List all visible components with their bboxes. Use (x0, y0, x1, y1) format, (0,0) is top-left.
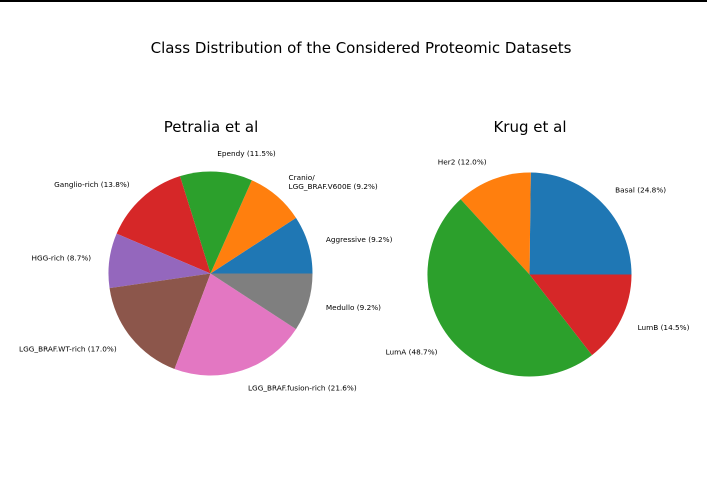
pie-label-hgg-rich: HGG-rich (8.7%) (31, 254, 91, 263)
pie-chart-krug: Krug et al Basal (24.8%) Her2 (12.0%) LumA… (386, 118, 690, 377)
pie-slice-hgg-rich (108, 233, 211, 289)
pie-label-her2: Her2 (12.0%) (438, 158, 487, 167)
pie-slice-ependy (179, 171, 252, 274)
chart-title-krug: Krug et al (493, 118, 566, 136)
pie-slice-lgg-braf-fusion-rich (174, 273, 296, 376)
pie-slice-lgg-braf-wt-rich (109, 273, 211, 369)
pie-labels-krug: Basal (24.8%) Her2 (12.0%) LumA (48.7%) Lum… (386, 158, 690, 357)
pie-label-medullo: Medullo (9.2%) (326, 303, 381, 312)
pie-slices-krug (427, 172, 632, 377)
pie-label-basal: Basal (24.8%) (615, 185, 666, 194)
pie-label-cranio-lgg-braf-v600e: Cranio/LGG_BRAF.V600E (9.2%) (289, 173, 378, 191)
pie-label-luma: LumA (48.7%) (386, 348, 438, 357)
pie-slice-lumb (529, 274, 632, 356)
pie-slice-basal (529, 172, 632, 275)
pie-label-ependy: Ependy (11.5%) (217, 149, 276, 158)
top-border-line (0, 0, 707, 2)
pie-label-lgg-braf-fusion-rich: LGG_BRAF.fusion-rich (21.6%) (248, 383, 357, 392)
pie-slice-medullo (210, 273, 313, 330)
pie-slice-aggressive (210, 217, 313, 274)
chart-title-petralia: Petralia et al (164, 118, 259, 136)
pie-labels-petralia: Aggressive (9.2%) Cranio/LGG_BRAF.V600E (… (19, 149, 393, 393)
pie-label-ganglio-rich: Ganglio-rich (13.8%) (54, 180, 130, 189)
pie-slice-luma (427, 199, 593, 377)
pie-slice-cranio-lgg-braf-v600e (210, 180, 296, 274)
pie-label-lgg-braf-wt-rich: LGG_BRAF.WT-rich (17.0%) (19, 344, 117, 353)
pie-slice-her2 (460, 172, 531, 275)
pie-label-aggressive: Aggressive (9.2%) (326, 235, 393, 244)
pie-label-lumb: LumB (14.5%) (638, 323, 690, 332)
pie-slice-ganglio-rich (116, 176, 211, 274)
figure-title: Class Distribution of the Considered Pro… (151, 39, 572, 57)
pie-chart-petralia: Petralia et al Aggressive (9.2%) Cranio/L… (19, 118, 393, 392)
pie-slices-petralia (108, 171, 313, 376)
